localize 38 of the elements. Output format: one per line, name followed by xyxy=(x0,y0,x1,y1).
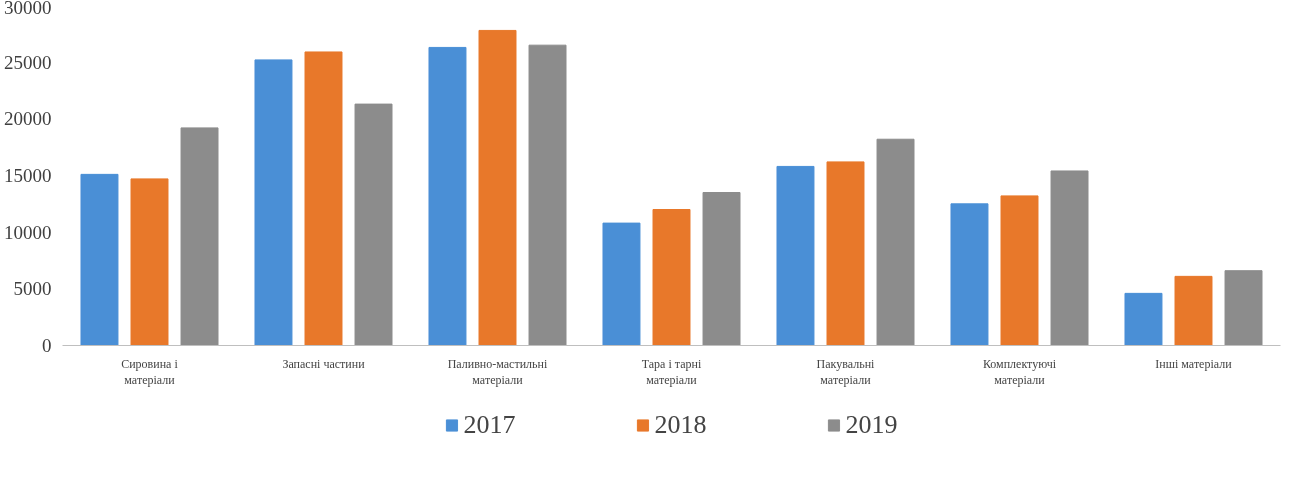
bar xyxy=(304,51,343,346)
bar xyxy=(528,44,567,346)
bar xyxy=(1050,170,1089,346)
legend-label: 2018 xyxy=(654,410,707,440)
y-tick-label: 25000 xyxy=(4,51,52,73)
bar xyxy=(776,165,815,346)
x-tick-label: Комплектуючі матеріали xyxy=(982,356,1057,388)
x-tick-label: Пакувальні матеріали xyxy=(816,356,876,388)
y-tick-label: 15000 xyxy=(4,165,52,186)
y-tick-label: 10000 xyxy=(4,221,52,243)
bar xyxy=(478,29,517,346)
x-tick-label: Запасні частини xyxy=(282,356,366,371)
bar xyxy=(1000,195,1039,346)
bar xyxy=(876,138,915,346)
bar xyxy=(950,203,989,346)
bar xyxy=(254,59,293,346)
bar xyxy=(652,209,691,346)
y-tick-label: 30000 xyxy=(4,0,52,18)
bar xyxy=(354,103,393,346)
y-tick-label: 0 xyxy=(42,335,52,356)
y-tick-label: 5000 xyxy=(13,278,52,300)
x-tick-label: Сировина і матеріали xyxy=(121,356,179,388)
bar xyxy=(826,161,865,346)
bar xyxy=(1124,292,1163,346)
bar xyxy=(80,173,119,346)
legend-label: 2019 xyxy=(845,410,898,440)
bar xyxy=(180,127,219,346)
y-tick-label: 20000 xyxy=(4,108,52,130)
bar xyxy=(1224,270,1263,346)
bar xyxy=(1174,275,1213,346)
x-tick-label: Паливно-мастильні матеріали xyxy=(447,356,548,388)
bar xyxy=(702,192,741,346)
bar xyxy=(130,178,169,346)
x-tick-label: Тара і тарні матеріали xyxy=(641,356,702,388)
bar xyxy=(428,46,467,346)
x-tick-label: Інші матеріали xyxy=(1155,356,1233,371)
bar xyxy=(602,222,641,346)
legend-label: 2017 xyxy=(463,410,516,440)
